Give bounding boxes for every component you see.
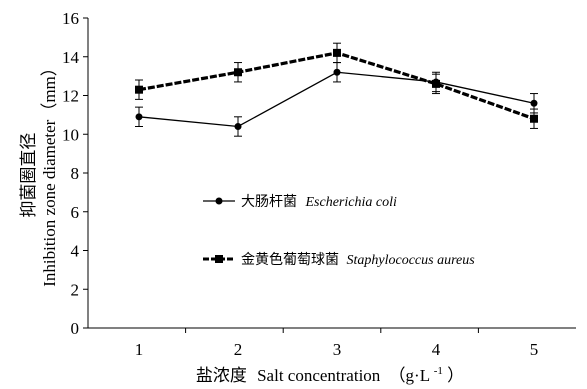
legend-item-ecoli: 大肠杆菌 Escherichia coli <box>203 194 397 210</box>
data-point <box>234 68 242 77</box>
legend-label-ecoli: 大肠杆菌 Escherichia coli <box>241 194 397 210</box>
y-ticks: 0 2 4 6 8 10 12 14 16 <box>62 9 88 338</box>
y-tick-label: 16 <box>62 9 79 28</box>
y-tick-label: 14 <box>62 48 80 67</box>
x-axis-title-unit-sup: -1 <box>434 365 443 377</box>
data-point <box>432 79 440 88</box>
y-tick-label: 8 <box>71 164 80 183</box>
y-tick-label: 4 <box>71 242 80 261</box>
x-axis-title-en: Salt concentration <box>257 366 381 385</box>
legend-label-ecoli-zh: 大肠杆菌 <box>241 194 297 210</box>
x-axis-title-unit-close: ） <box>447 366 464 385</box>
x-axis-title-zh: 盐浓度 <box>196 366 247 385</box>
x-tick-label: 5 <box>530 340 539 359</box>
axes <box>87 18 576 329</box>
x-tick-label: 3 <box>333 340 342 359</box>
legend-item-saureus: 金黄色葡萄球菌 Staphylococcus aureus <box>203 251 475 268</box>
data-point <box>234 123 242 130</box>
y-tick-label: 6 <box>71 203 80 222</box>
data-point <box>135 85 143 94</box>
x-axis-title: 盐浓度 Salt concentration （g·L -1 ） <box>196 359 464 385</box>
legend-label-saureus: 金黄色葡萄球菌 Staphylococcus aureus <box>241 251 475 268</box>
y-tick-label: 0 <box>71 319 80 338</box>
legend-marker-ecoli <box>215 197 223 205</box>
legend-label-ecoli-en: Escherichia coli <box>305 195 397 210</box>
legend: 大肠杆菌 Escherichia coli 金黄色葡萄球菌 Staphyloco… <box>203 194 475 268</box>
x-tick-label: 2 <box>234 340 243 359</box>
y-tick-label: 2 <box>71 280 80 299</box>
x-tick-label: 1 <box>135 340 144 359</box>
legend-label-saureus-zh: 金黄色葡萄球菌 <box>241 251 339 268</box>
data-point <box>135 113 143 121</box>
y-axis-title-zh: 抑菌圈直径 <box>19 133 38 218</box>
data-point <box>333 48 341 57</box>
series-saureus <box>135 42 538 129</box>
legend-marker-saureus <box>215 255 223 263</box>
x-tick-label: 4 <box>432 340 441 359</box>
y-axis-title-en: Inhibition zone diameter（mm） <box>40 59 59 287</box>
y-tick-label: 10 <box>62 125 79 144</box>
x-axis-title-unit-open: （g·L <box>389 366 430 385</box>
series-layer <box>135 42 538 137</box>
data-point <box>530 99 538 107</box>
x-ticks: 1 2 3 4 5 <box>135 328 539 359</box>
data-point <box>530 114 538 123</box>
y-axis-title: 抑菌圈直径 Inhibition zone diameter（mm） <box>19 59 59 287</box>
legend-label-saureus-en: Staphylococcus aureus <box>347 253 476 268</box>
y-tick-label: 12 <box>62 87 79 106</box>
series-ecoli <box>135 62 538 137</box>
data-point <box>333 68 341 76</box>
